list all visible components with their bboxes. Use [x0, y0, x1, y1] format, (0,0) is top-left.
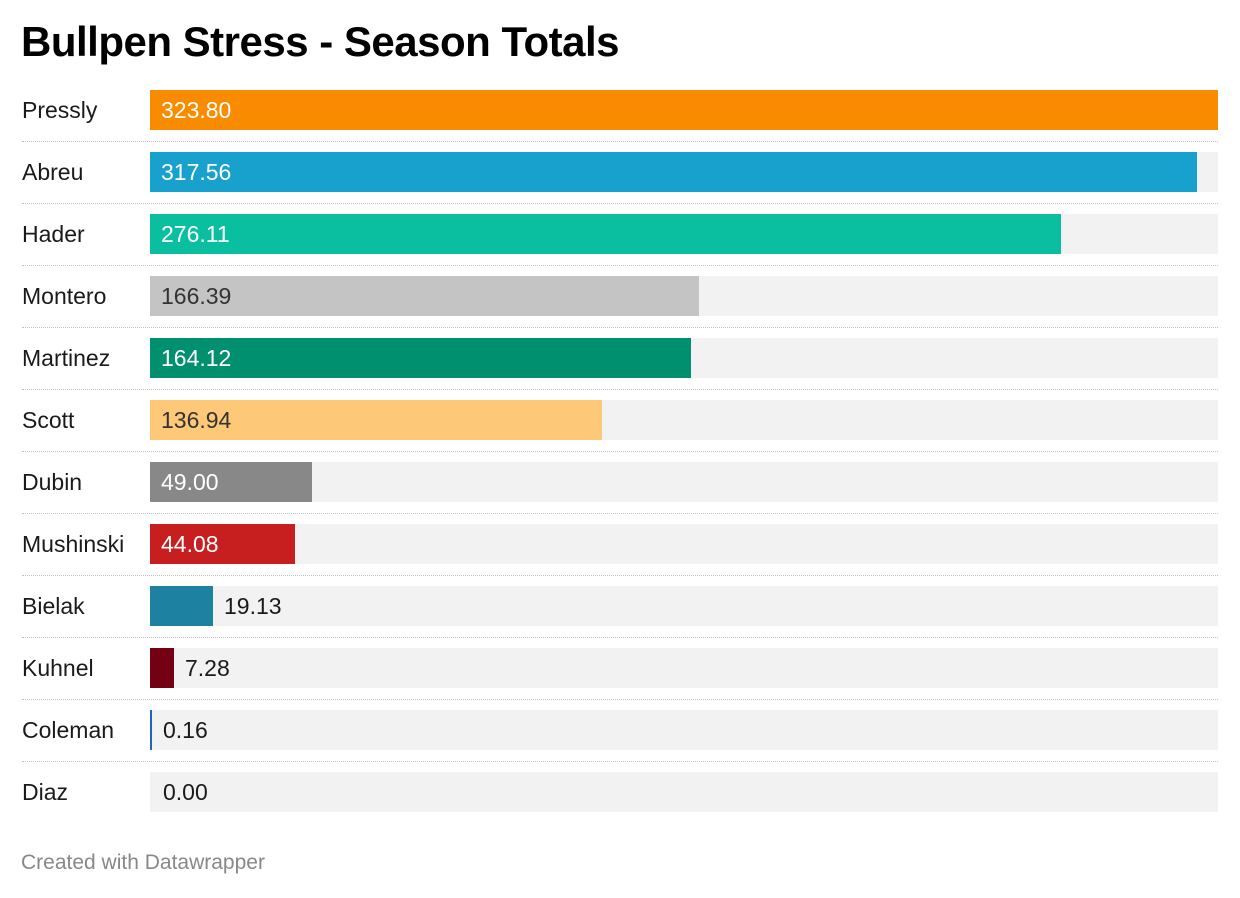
bar-row: Diaz 0.00 [22, 772, 1218, 812]
bar-track: 49.00 [150, 462, 1218, 502]
bar-category-label: Coleman [22, 717, 115, 743]
bar-track: 323.80 [150, 90, 1218, 130]
bar [150, 276, 699, 316]
bar-track: 136.94 [150, 400, 1218, 440]
bar-value-label: 317.56 [161, 159, 232, 185]
bar-value-label: 164.12 [161, 345, 232, 371]
bar [150, 710, 152, 750]
bar-category-label: Kuhnel [22, 655, 94, 681]
datawrapper-credit[interactable]: Created with Datawrapper [21, 851, 265, 874]
row-divider [22, 575, 1218, 576]
bar-track: 0.00 [150, 772, 1218, 812]
bar-value-label: 0.16 [163, 717, 208, 743]
bar [150, 90, 1218, 130]
bar-row: Kuhnel 7.28 [22, 648, 1218, 688]
bar [150, 338, 691, 378]
bar-row: Montero 166.39 [22, 276, 1218, 316]
bar-category-label: Martinez [22, 345, 111, 371]
bar-row: Bielak 19.13 [22, 586, 1218, 626]
bar [150, 648, 174, 688]
bar-row: Scott 136.94 [22, 400, 1218, 440]
bar-value-label: 7.28 [185, 655, 230, 681]
row-divider [22, 203, 1218, 204]
bar-value-label: 323.80 [161, 97, 232, 123]
bar-value-label: 19.13 [224, 593, 282, 619]
bar-row: Dubin 49.00 [22, 462, 1218, 502]
bar-track: 19.13 [150, 586, 1218, 626]
bar-category-label: Diaz [22, 779, 69, 805]
bar-row: Hader 276.11 [22, 214, 1218, 254]
bar-category-label: Mushinski [22, 531, 125, 557]
bar-row: Pressly 323.80 [22, 90, 1218, 130]
bar-track: 164.12 [150, 338, 1218, 378]
bar-row: Martinez 164.12 [22, 338, 1218, 378]
bar [150, 214, 1061, 254]
bar-value-label: 136.94 [161, 407, 232, 433]
row-divider [22, 327, 1218, 328]
bar [150, 400, 602, 440]
row-divider [22, 451, 1218, 452]
bar-track: 0.16 [150, 710, 1218, 750]
row-divider [22, 389, 1218, 390]
bar [150, 152, 1197, 192]
bar-row: Coleman 0.16 [22, 710, 1218, 750]
bar-track: 166.39 [150, 276, 1218, 316]
row-divider [22, 637, 1218, 638]
bar-category-label: Hader [22, 221, 85, 247]
bar [150, 524, 295, 564]
bar-category-label: Scott [22, 407, 75, 433]
chart-title: Bullpen Stress - Season Totals [21, 18, 620, 65]
bar-track: 7.28 [150, 648, 1218, 688]
bar-value-label: 0.00 [163, 779, 208, 805]
bar-value-label: 49.00 [161, 469, 219, 495]
bar-category-label: Montero [22, 283, 107, 309]
bar-track: 317.56 [150, 152, 1218, 192]
bar-value-label: 44.08 [161, 531, 219, 557]
bar-category-label: Pressly [22, 97, 98, 123]
row-divider [22, 513, 1218, 514]
bar-value-label: 276.11 [161, 221, 230, 247]
bar [150, 462, 312, 502]
bar-category-label: Abreu [22, 159, 84, 185]
row-divider [22, 141, 1218, 142]
bar-track: 44.08 [150, 524, 1218, 564]
bar-value-label: 166.39 [161, 283, 232, 309]
bar-track: 276.11 [150, 214, 1218, 254]
row-divider [22, 761, 1218, 762]
row-divider [22, 265, 1218, 266]
bar [150, 586, 213, 626]
bar-category-label: Bielak [22, 593, 85, 619]
bar-row: Abreu 317.56 [22, 152, 1218, 192]
bar-row: Mushinski 44.08 [22, 524, 1218, 564]
row-divider [22, 699, 1218, 700]
bar-category-label: Dubin [22, 469, 83, 495]
